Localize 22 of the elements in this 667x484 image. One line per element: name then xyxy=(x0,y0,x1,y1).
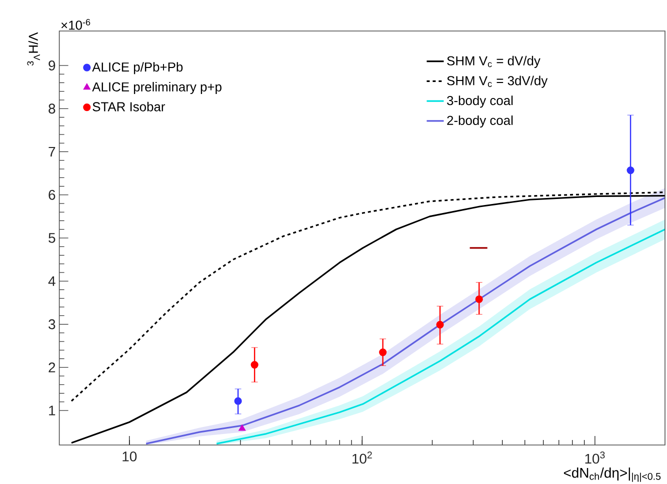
y-tick-label: 4 xyxy=(48,276,56,286)
text: ×10$^{-6}$ xyxy=(61,19,90,30)
x-axis-title: <dN$_{ch}$/dη>|$_{|η|<0.5}$ xyxy=(564,468,661,482)
legend-label: SHM V$_{c}$ = dV/dy xyxy=(447,56,540,68)
y-tick-label: 2 xyxy=(48,362,56,372)
y-tick-label: 8 xyxy=(48,104,56,114)
y-tick-label: 6 xyxy=(48,190,56,200)
y-tick-label: 1 xyxy=(49,406,56,416)
legend-label: ALICE preliminary p+p xyxy=(92,82,222,94)
y-tick-label: 9 xyxy=(48,60,56,70)
legend-label: 2-body coal xyxy=(447,115,513,128)
x-tick-label: 10 xyxy=(122,452,137,462)
y-tick-label: 3 xyxy=(48,319,56,330)
legend-label: 3-body coal xyxy=(447,96,513,108)
y-axis-title: 3$_{Λ}$H/Λ xyxy=(27,32,40,66)
legend-label: STAR Isobar xyxy=(92,102,166,112)
x-tick-label: 10$^{3}$ xyxy=(585,452,605,464)
legend-label: SHM V$_{c}$ = 3dV/dy xyxy=(447,76,548,88)
legend-label: ALICE p/Pb+Pb xyxy=(92,62,183,74)
y-tick-label: 5 xyxy=(48,233,56,243)
y-tick-label: 7 xyxy=(48,146,56,157)
x-tick-label: 10$^{2}$ xyxy=(352,452,372,464)
